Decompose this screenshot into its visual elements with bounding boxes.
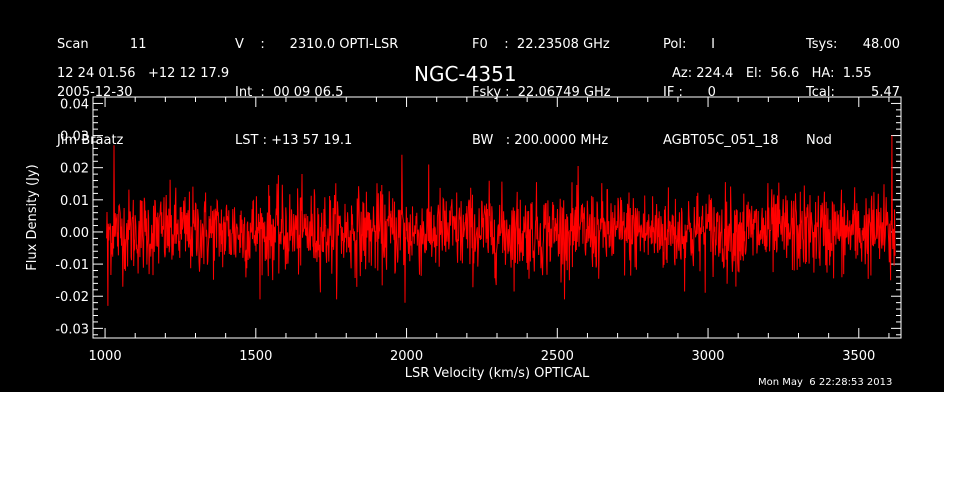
chart-title: NGC-4351 [414,62,517,86]
x-tick-label: 2000 [390,349,423,364]
header-line: IF : 0 [663,85,716,100]
source-coordinates: 12 24 01.56 +12 12 17.9 [57,66,230,81]
header-line: Scan 11 [57,37,147,52]
header-line: F0 : 22.23508 GHz [472,37,610,52]
x-axis-label: LSR Velocity (km/s) OPTICAL [405,366,590,381]
header-frequency-info: F0 : 22.23508 GHz Fsky : 22.06749 GHz BW… [472,5,611,165]
header-line: Int : 00 09 06.5 [235,85,344,100]
header-line: Pol: I [663,37,715,52]
header-line: 5.47 [871,85,900,100]
y-tick-label: 0.04 [60,97,89,112]
y-axis-label: Flux Density (Jy) [25,164,40,270]
header-line: Jim Braatz [57,133,124,148]
header-pol-info: Pol: I IF : 0 AGBT05C_051_18 [663,5,779,165]
x-tick-label: 1000 [89,349,122,364]
spectrum-series-line [106,135,896,306]
y-tick-label: 0.00 [60,226,89,241]
x-tick-label: 3000 [691,349,724,364]
y-tick-label: 0.03 [60,130,89,145]
y-tick-label: 0.02 [60,162,89,177]
timestamp: Mon May 6 22:28:53 2013 [758,377,893,388]
x-tick-label: 3500 [842,349,875,364]
y-tick-label: 0.01 [60,194,89,209]
header-line: Fsky : 22.06749 GHz [472,85,611,100]
header-tsys-values: 48.00 5.47 [850,5,900,149]
header-line: 48.00 [862,37,900,52]
y-tick-label: -0.01 [55,258,89,273]
header-line: BW : 200.0000 MHz [472,133,609,148]
header-line: AGBT05C_051_18 [663,133,779,148]
header-velocity-info: V : 2310.0 OPTI-LSR Int : 00 09 06.5 LST… [235,5,398,165]
az-el-ha: Az: 224.4 El: 56.6 HA: 1.55 [672,66,872,81]
x-tick-label: 1500 [239,349,272,364]
y-tick-label: -0.03 [55,322,89,337]
spectrum-chart: 1000 1500 2000 2500 3000 3500 -0.03 -0.02 -0.01 0… [25,96,902,381]
header-scan-info: Scan 11 2005-12-30 Jim Braatz [57,5,146,165]
y-tick-label: -0.02 [55,290,89,305]
header-line: Tcal: [806,85,835,100]
header-line: 2005-12-30 [57,85,133,100]
header-line: V : 2310.0 OPTI-LSR [235,37,399,52]
header-line: LST : +13 57 19.1 [235,133,353,148]
x-tick-label: 2500 [541,349,574,364]
header-line: Tsys: [806,37,838,52]
header-tsys-labels: Tsys: Tcal: Nod [806,5,837,165]
header-line: Nod [806,133,832,148]
